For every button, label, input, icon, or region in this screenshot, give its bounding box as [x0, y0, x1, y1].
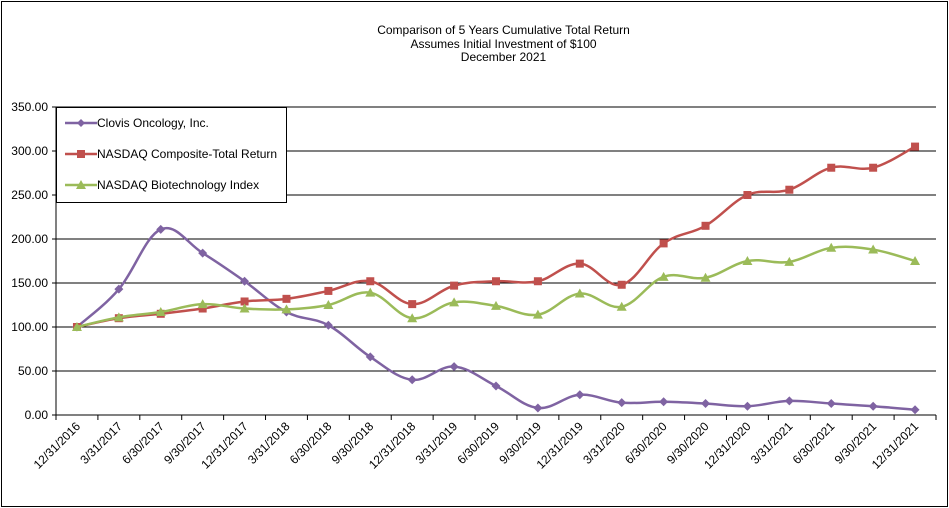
- data-point-nasdaq-composite: [869, 163, 878, 172]
- data-point-clovis: [533, 403, 543, 413]
- data-point-nasdaq-composite: [198, 304, 207, 313]
- data-point-nasdaq-biotech: [239, 303, 250, 313]
- data-point-nasdaq-composite: [240, 297, 249, 306]
- title-line-2: Assumes Initial Investment of $100: [410, 36, 597, 51]
- data-point-nasdaq-biotech: [742, 256, 753, 265]
- y-tick-label: 250.00: [11, 188, 48, 202]
- x-tick-label: 3/31/2020: [580, 419, 628, 467]
- data-point-nasdaq-composite: [492, 277, 500, 286]
- data-point-nasdaq-composite: [701, 221, 710, 230]
- data-point-nasdaq-biotech: [113, 312, 124, 322]
- x-tick-label: 12/31/2016: [31, 419, 84, 472]
- y-tick-label: 100.00: [11, 320, 48, 334]
- data-point-clovis: [784, 396, 794, 406]
- x-tick-label: 6/30/2021: [790, 419, 838, 467]
- data-point-nasdaq-biotech: [574, 288, 585, 298]
- data-point-nasdaq-biotech: [71, 322, 82, 331]
- data-point-clovis: [659, 397, 669, 407]
- data-point-nasdaq-composite: [743, 191, 752, 199]
- data-point-nasdaq-composite: [617, 280, 626, 289]
- data-point-nasdaq-biotech: [658, 271, 669, 281]
- data-point-clovis: [240, 276, 250, 286]
- data-point-nasdaq-biotech: [532, 309, 543, 319]
- x-tick-label: 3/31/2021: [748, 419, 796, 467]
- data-point-nasdaq-composite: [408, 300, 417, 309]
- data-point-nasdaq-composite: [366, 277, 375, 286]
- x-tick-label: 3/31/2018: [245, 419, 293, 467]
- data-point-nasdaq-biotech: [323, 300, 334, 309]
- data-point-clovis: [323, 320, 333, 330]
- data-point-nasdaq-composite: [324, 286, 333, 295]
- data-point-nasdaq-composite: [785, 185, 794, 194]
- y-tick-label: 200.00: [11, 232, 48, 246]
- y-tick-label: 0.00: [25, 408, 49, 422]
- data-point-nasdaq-composite: [575, 259, 584, 268]
- data-point-clovis: [617, 398, 627, 408]
- chart-title: Comparison of 5 Years Cumulative Total R…: [0, 23, 949, 65]
- y-tick-label: 350.00: [11, 100, 48, 114]
- legend-label: Clovis Oncology, Inc.: [97, 116, 209, 130]
- data-point-nasdaq-biotech: [784, 256, 795, 266]
- data-point-clovis: [114, 284, 124, 294]
- data-point-nasdaq-composite: [911, 142, 920, 151]
- data-point-nasdaq-biotech: [155, 307, 166, 317]
- data-point-clovis: [198, 248, 208, 258]
- legend-label: NASDAQ Composite-Total Return: [97, 147, 278, 161]
- x-tick-label: 6/30/2018: [287, 419, 335, 467]
- data-point-nasdaq-biotech: [868, 244, 879, 254]
- data-point-clovis: [156, 224, 166, 234]
- legend-label: NASDAQ Biotechnology Index: [97, 178, 260, 192]
- data-point-nasdaq-biotech: [365, 287, 376, 297]
- x-tick-label: 6/30/2020: [622, 419, 670, 467]
- x-tick-label: 6/30/2019: [454, 419, 502, 467]
- data-point-nasdaq-biotech: [281, 304, 292, 314]
- square-marker-icon: [65, 150, 97, 158]
- data-point-clovis: [742, 401, 752, 411]
- y-tick-label: 300.00: [11, 144, 48, 158]
- data-point-nasdaq-biotech: [910, 256, 921, 265]
- y-tick-label: 150.00: [11, 276, 48, 290]
- triangle-marker-icon: [65, 180, 97, 189]
- data-point-nasdaq-biotech: [407, 313, 418, 323]
- data-point-clovis: [575, 390, 585, 400]
- data-point-nasdaq-biotech: [491, 300, 501, 310]
- x-tick-label: 3/31/2019: [413, 419, 461, 467]
- data-point-nasdaq-biotech: [197, 299, 208, 309]
- data-point-nasdaq-biotech: [826, 242, 837, 252]
- legend: Clovis Oncology, Inc. NASDAQ Composite-T…: [56, 107, 287, 203]
- title-line-1: Comparison of 5 Years Cumulative Total R…: [377, 23, 630, 37]
- data-point-clovis: [701, 399, 711, 409]
- data-point-nasdaq-biotech: [449, 297, 460, 307]
- data-point-clovis: [449, 362, 459, 372]
- x-tick-label: 6/30/2017: [119, 419, 167, 467]
- data-point-nasdaq-biotech: [616, 301, 627, 311]
- title-line-3: December 2021: [460, 50, 547, 64]
- x-tick-label: 3/31/2017: [77, 419, 125, 467]
- data-point-clovis: [491, 381, 501, 391]
- data-point-nasdaq-composite: [827, 163, 836, 172]
- y-tick-label: 50.00: [18, 364, 48, 378]
- diamond-marker-icon: [65, 119, 97, 127]
- data-point-nasdaq-composite: [659, 239, 668, 248]
- legend-item-nasdaq-biotech: NASDAQ Biotechnology Index: [57, 175, 286, 195]
- data-point-clovis: [407, 375, 417, 385]
- data-point-clovis: [868, 401, 878, 411]
- legend-item-nasdaq-composite: NASDAQ Composite-Total Return: [57, 144, 286, 164]
- data-point-nasdaq-composite: [533, 277, 542, 286]
- data-point-nasdaq-composite: [450, 281, 459, 290]
- data-point-clovis: [910, 405, 920, 415]
- legend-item-clovis: Clovis Oncology, Inc.: [57, 113, 286, 133]
- data-point-nasdaq-biotech: [700, 272, 711, 282]
- data-point-nasdaq-composite: [282, 294, 291, 303]
- data-point-clovis: [365, 352, 375, 362]
- data-point-clovis: [826, 399, 836, 409]
